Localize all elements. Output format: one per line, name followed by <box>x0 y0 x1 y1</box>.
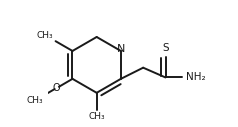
Text: CH₃: CH₃ <box>37 31 54 41</box>
Text: S: S <box>162 43 169 53</box>
Text: O: O <box>53 83 61 93</box>
Text: N: N <box>117 44 126 54</box>
Text: CH₃: CH₃ <box>26 96 43 105</box>
Text: NH₂: NH₂ <box>186 73 205 82</box>
Text: CH₃: CH₃ <box>88 112 105 121</box>
